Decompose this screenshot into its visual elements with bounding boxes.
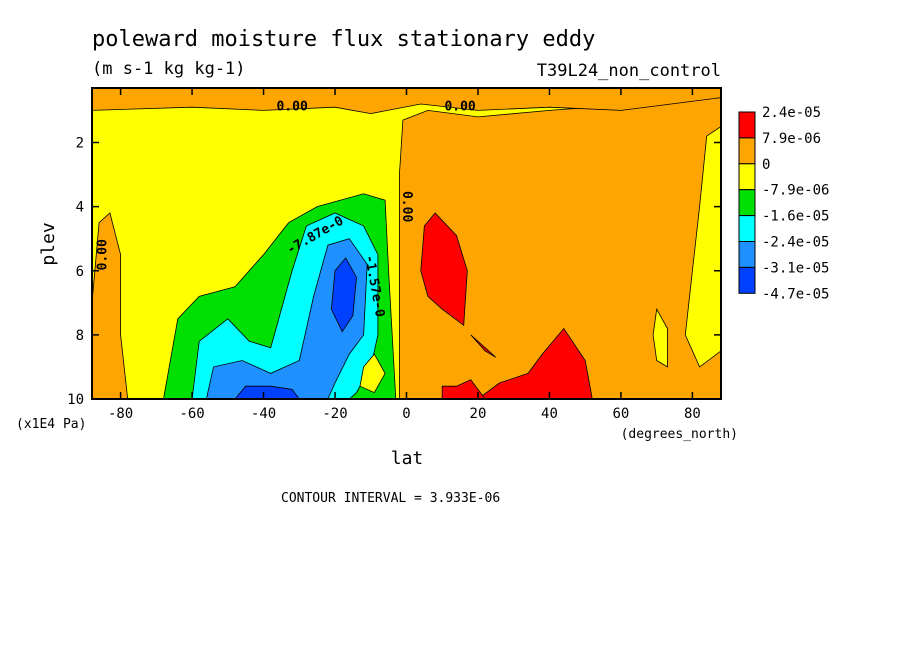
legend-swatch <box>738 241 756 268</box>
legend-label: -7.9e-06 <box>762 183 829 199</box>
region-nh-red-d <box>441 379 486 399</box>
region-nh-orange <box>398 97 721 399</box>
y-tick-label: 8 <box>76 328 84 344</box>
legend-label: -1.6e-05 <box>762 209 829 225</box>
contour-label: 0.00 <box>399 191 414 222</box>
y-axis-units: (x1E4 Pa) <box>16 417 86 432</box>
x-tick-label: -20 <box>322 406 347 422</box>
filled-contours <box>92 88 721 399</box>
y-tick-label: 6 <box>76 264 84 280</box>
contour-label: 0.00 <box>95 239 110 270</box>
y-axis-ticks: 2 4 6 8 10 <box>67 136 721 408</box>
y-axis-label: plev <box>38 222 59 265</box>
x-tick-label: -60 <box>179 406 204 422</box>
y-tick-label: 10 <box>67 392 84 408</box>
legend-label: -3.1e-05 <box>762 260 829 276</box>
region-sh-dark-blue-b <box>330 257 357 333</box>
x-tick-label: 40 <box>541 406 558 422</box>
legend-swatch <box>738 111 756 139</box>
x-tick-label: 80 <box>684 406 701 422</box>
y-tick-label: 2 <box>76 136 84 152</box>
legend-label: 2.4e-05 <box>762 105 821 121</box>
x-axis-units: (degrees_north) <box>621 427 738 442</box>
region-nh-yellow-patch-80 <box>684 126 721 368</box>
x-axis-label: lat <box>391 448 424 469</box>
region-nh-red-b <box>470 334 497 358</box>
chart-title: poleward moisture flux stationary eddy <box>92 27 595 52</box>
chart-units: (m s-1 kg kg-1) <box>92 59 246 79</box>
region-sh-blue <box>205 238 368 399</box>
legend-label: -2.4e-05 <box>762 235 829 251</box>
x-tick-label: -80 <box>108 406 133 422</box>
legend-swatch <box>738 137 756 165</box>
y-tick-label: 4 <box>76 200 84 216</box>
legend-swatch <box>738 266 756 294</box>
contour-label: 0.00 <box>444 99 475 114</box>
x-tick-label: -40 <box>251 406 276 422</box>
region-nh-red-c <box>477 327 593 399</box>
legend-label: -4.7e-05 <box>762 286 829 302</box>
x-tick-label: 60 <box>613 406 630 422</box>
region-sh-dark-blue-a <box>234 385 300 399</box>
region-top-orange <box>92 88 721 115</box>
x-axis-ticks: -80 -60 -40 -20 0 20 40 60 80 <box>108 88 701 422</box>
legend-swatch <box>738 189 756 217</box>
color-legend: 2.4e-05 7.9e-06 0 -7.9e-06 -1.6e-05 -2.4e-05 -… <box>738 105 829 302</box>
region-nh-red-a <box>420 212 468 327</box>
contour-label: 0.00 <box>276 99 307 114</box>
x-tick-label: 0 <box>402 406 410 422</box>
legend-label: 0 <box>762 157 770 173</box>
contour-interval: CONTOUR INTERVAL = 3.933E-06 <box>281 491 500 506</box>
region-sh-orange-left <box>92 212 129 399</box>
region-sh-yellow-small <box>359 353 386 394</box>
x-tick-label: 20 <box>470 406 487 422</box>
legend-swatch <box>738 215 756 243</box>
legend-label: 7.9e-06 <box>762 131 821 147</box>
region-nh-yellow-patch-72 <box>652 307 668 368</box>
dataset-label: T39L24_non_control <box>537 61 721 81</box>
legend-swatch <box>738 163 756 191</box>
